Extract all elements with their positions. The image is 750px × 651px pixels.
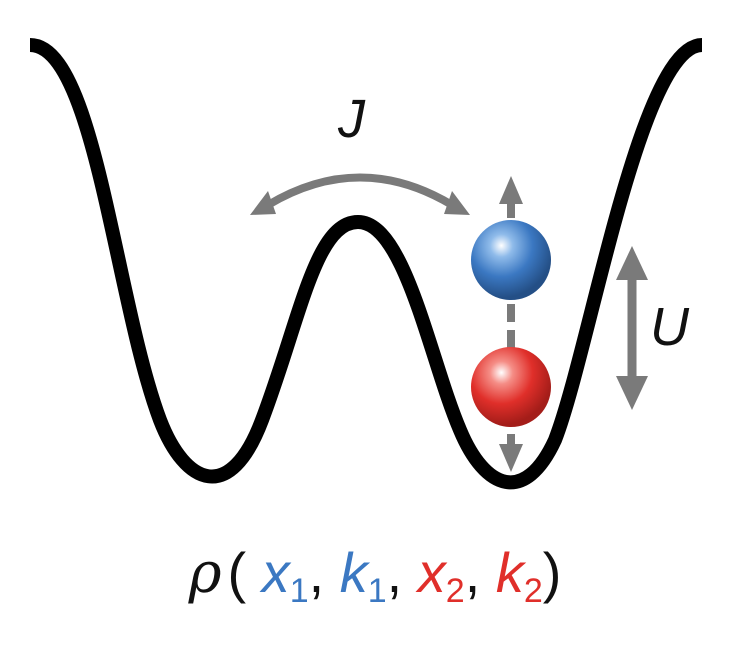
- formula-k2: k2: [495, 541, 543, 610]
- tunneling-arrow: [250, 173, 470, 215]
- double-well-potential-curve: [28, 38, 704, 490]
- formula-comma-2: ,: [386, 541, 418, 604]
- formula-x1: x1: [261, 541, 309, 610]
- formula-comma-1: ,: [308, 541, 340, 604]
- formula-x2: x2: [417, 541, 465, 610]
- density-matrix-formula: ρ( x1, k1, x2, k2): [0, 545, 750, 609]
- tunneling-label: J: [338, 89, 365, 149]
- formula-k1: k1: [339, 541, 387, 610]
- interaction-label: U: [650, 297, 689, 357]
- formula-comma-3: ,: [464, 541, 496, 604]
- interaction-arrow: [616, 246, 648, 410]
- blue-particle: [471, 220, 551, 300]
- red-particle: [471, 347, 551, 427]
- formula-close-paren: ): [542, 541, 562, 604]
- formula-open-paren: (: [227, 541, 247, 604]
- formula-rho: ρ: [188, 541, 222, 606]
